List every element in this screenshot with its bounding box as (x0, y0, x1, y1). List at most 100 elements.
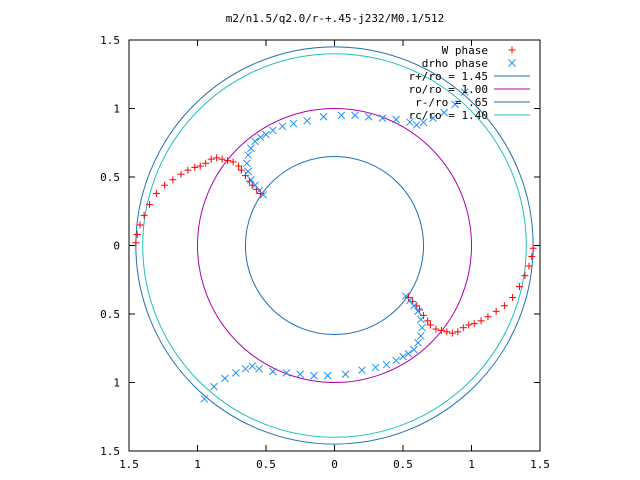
y-tick-label: 0.5 (100, 308, 120, 321)
reference-circle-1 (197, 108, 472, 383)
data-point (424, 317, 432, 325)
data-point (341, 370, 350, 379)
data-point (184, 166, 192, 174)
legend-entry: drho phase (422, 57, 516, 70)
data-point (371, 363, 380, 372)
data-point (437, 326, 445, 334)
data-point (262, 130, 270, 139)
x-tick-label: 1 (468, 458, 475, 471)
reference-circle-3 (142, 53, 527, 438)
data-point (242, 159, 251, 168)
data-point (492, 307, 500, 315)
data-point (224, 157, 232, 165)
data-point (289, 119, 298, 128)
data-point (399, 352, 407, 361)
data-point (132, 239, 140, 247)
data-point (418, 323, 427, 332)
data-point (161, 181, 169, 189)
data-point (440, 108, 448, 117)
axis-ticks: 1.5 1 0.5 0 0.5 1 1.51.510.500.511.5 (100, 34, 550, 471)
data-point (426, 321, 434, 329)
data-point (432, 325, 440, 333)
data-point (416, 315, 425, 324)
data-point (136, 221, 144, 229)
data-point (515, 283, 523, 291)
data-point (221, 374, 229, 383)
data-point (382, 360, 391, 369)
legend-label: r+/ro = 1.45 (409, 70, 488, 83)
data-point (451, 100, 459, 109)
y-tick-label: 0.5 (100, 171, 120, 184)
data-point (351, 111, 359, 120)
data-point (448, 329, 456, 337)
y-tick-label: 1.5 (100, 445, 120, 458)
data-point (416, 332, 425, 340)
data-point (410, 301, 418, 310)
data-point (460, 88, 469, 96)
y-tick-label: 1 (113, 377, 120, 390)
data-point (256, 133, 265, 142)
data-point (268, 367, 277, 376)
data-point (459, 324, 467, 332)
data-point (405, 118, 414, 127)
data-point (146, 200, 154, 208)
data-point (282, 369, 291, 377)
data-point (477, 317, 485, 325)
data-point (268, 126, 277, 135)
data-point (232, 369, 240, 377)
data-point (484, 313, 492, 321)
data-point (152, 189, 160, 197)
data-point (378, 114, 387, 122)
data-point (213, 154, 221, 162)
reference-circle-2 (244, 155, 425, 336)
data-point (229, 158, 237, 166)
legend-entry: W phase (442, 44, 516, 57)
legend-label: W phase (442, 44, 488, 57)
legend-entry: ro/ro = 1.00 (409, 83, 530, 96)
data-point (241, 172, 249, 180)
legend-label: r-/ro = .65 (415, 96, 488, 109)
legend-entry: r-/ro = .65 (415, 96, 530, 109)
data-point (404, 294, 412, 302)
data-point (169, 176, 177, 184)
data-point (454, 328, 462, 336)
data-point (470, 320, 478, 328)
y-tick-label: 1 (113, 103, 120, 116)
data-point (241, 364, 250, 373)
data-point (323, 371, 332, 380)
data-point (358, 366, 366, 375)
data-point (251, 137, 259, 146)
legend-label: ro/ro = 1.00 (409, 83, 488, 96)
data-point (247, 144, 255, 153)
data-point (140, 211, 148, 219)
data-point (210, 382, 218, 391)
data-point (410, 345, 418, 354)
data-point (303, 116, 311, 125)
x-tick-label: 0.5 (256, 458, 276, 471)
y-tick-label: 0 (113, 240, 120, 253)
data-point (257, 189, 265, 197)
data-point (392, 356, 401, 365)
data-point (200, 395, 209, 403)
data-point (237, 166, 245, 174)
data-point (202, 159, 210, 167)
data-point (525, 262, 533, 270)
data-point (404, 349, 413, 358)
x-tick-label: 1.5 (530, 458, 550, 471)
data-point (414, 307, 422, 316)
data-point (244, 151, 253, 159)
data-point (364, 112, 373, 121)
data-point (196, 162, 204, 170)
x-tick-label: 1.5 (119, 458, 139, 471)
chart-title: m2/n1.5/q2.0/r-+.45-j232/M0.1/512 (226, 12, 445, 25)
data-points (132, 88, 537, 403)
data-point (529, 244, 537, 252)
data-point (191, 163, 199, 171)
data-point (412, 121, 421, 129)
data-point (420, 311, 428, 319)
data-point (405, 296, 414, 305)
data-point (251, 181, 259, 190)
data-point (392, 115, 401, 124)
